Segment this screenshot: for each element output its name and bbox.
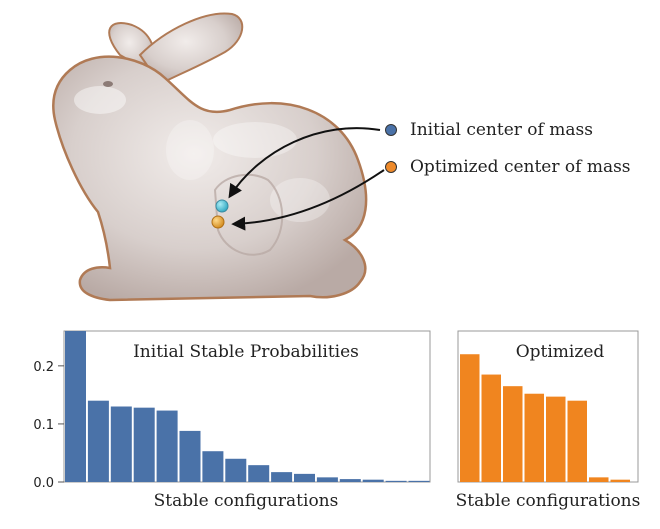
initial-bar-6 [179, 430, 201, 482]
initial-arrow [228, 127, 381, 199]
optimized-bar-5 [546, 396, 566, 482]
initial-bar-13 [339, 479, 361, 482]
legend-optimized-label: Optimized center of mass [410, 157, 631, 177]
legend-initial: Initial center of mass [385, 120, 593, 140]
initial-bar-3 [110, 406, 132, 482]
initial-bar-4 [133, 407, 155, 482]
optimized-chart-xlabel: Stable configurations [456, 491, 641, 511]
initial-bar-8 [225, 458, 247, 482]
legend-optimized: Optimized center of mass [385, 157, 631, 177]
optimized-chart-title: Optimized [516, 342, 605, 362]
initial-bar-1 [65, 331, 86, 482]
bunny-body [52, 12, 368, 302]
initial-bar-15 [385, 480, 407, 482]
optimized-bar-2 [481, 374, 501, 482]
initial-chart-frame [63, 330, 431, 483]
bunny-illustration [52, 12, 385, 302]
initial-bar-16 [408, 480, 430, 482]
initial-chart-title: Initial Stable Probabilities [133, 342, 359, 362]
optimized-chart: Optimized Stable configurations [456, 330, 641, 511]
optimized-bar-3 [503, 386, 523, 482]
initial-chart: 0.0 0.1 0.2 Initial Stable Probabilities St… [33, 330, 431, 511]
initial-chart-y-axis: 0.0 0.1 0.2 [33, 360, 64, 491]
initial-chart-bars [65, 331, 430, 482]
legend-initial-label: Initial center of mass [410, 120, 593, 140]
optimized-bar-6 [567, 400, 587, 482]
initial-bar-10 [271, 472, 293, 482]
optimized-bar-4 [524, 393, 544, 482]
y-tick-label: 0.1 [33, 418, 54, 433]
initial-bar-7 [202, 451, 224, 482]
legend-initial-dot [385, 124, 397, 136]
initial-bar-12 [316, 477, 338, 482]
optimized-center-of-mass-marker [211, 215, 225, 229]
initial-bar-14 [362, 479, 384, 482]
optimized-bar-1 [460, 354, 480, 482]
y-tick-label: 0.2 [33, 360, 54, 375]
optimized-chart-bars [460, 354, 630, 482]
optimized-bar-8 [610, 479, 630, 482]
legend-optimized-dot [385, 161, 397, 173]
y-tick-label: 0.0 [33, 476, 54, 491]
optimized-arrow [231, 169, 385, 231]
optimized-bar-7 [589, 477, 609, 482]
initial-bar-11 [294, 473, 315, 482]
initial-chart-xlabel: Stable configurations [154, 491, 339, 511]
initial-bar-2 [87, 400, 109, 482]
initial-bar-9 [248, 465, 270, 482]
initial-bar-5 [156, 410, 178, 482]
initial-center-of-mass-marker [215, 199, 229, 213]
